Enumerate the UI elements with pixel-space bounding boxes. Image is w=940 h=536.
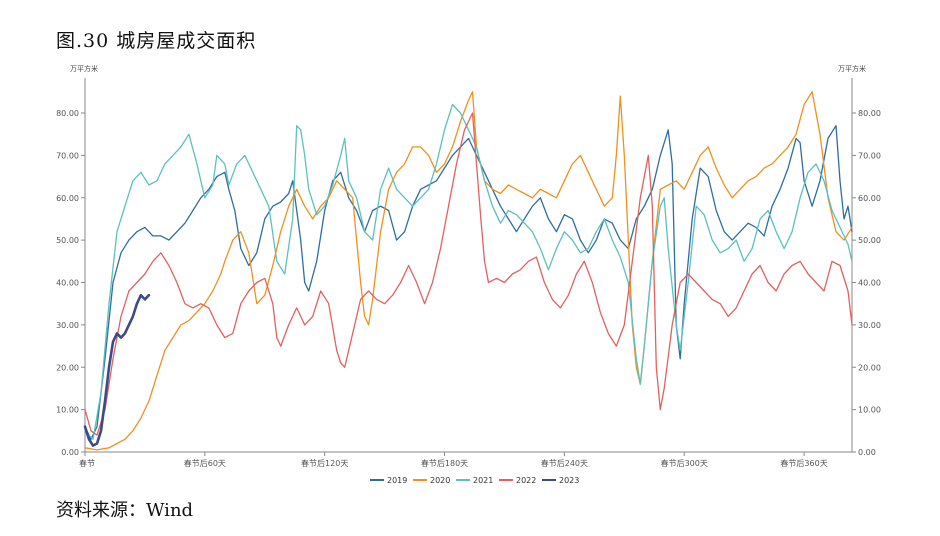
y-tick-label-left: 40.00 [56, 279, 79, 288]
x-tick-label: 春节后120天 [301, 458, 348, 468]
x-tick-label: 春节后360天 [780, 458, 827, 468]
chart-legend: 2019 2020 2021 2022 2023 [370, 476, 579, 485]
legend-label-2020: 2020 [430, 476, 450, 485]
y-tick-label-right: 20.00 [858, 363, 881, 372]
y-tick-label-left: 70.00 [56, 151, 79, 160]
x-tick-label: 春节后300天 [661, 458, 708, 468]
series-line-2023 [83, 293, 151, 447]
y-tick-label-right: 80.00 [858, 109, 881, 118]
y-tick-label-left: 50.00 [56, 236, 79, 245]
y-tick-label-left: 80.00 [56, 109, 79, 118]
series-line-2020 [84, 91, 853, 451]
chart-series [83, 91, 853, 451]
series-line-2022 [84, 112, 853, 436]
y-tick-label-left: 10.00 [56, 406, 79, 415]
y-tick-label-right: 50.00 [858, 236, 881, 245]
figure-source: 资料来源：Wind [56, 500, 194, 521]
y-tick-label-right: 70.00 [858, 151, 881, 160]
x-tick-label: 春节 [79, 458, 95, 468]
y-tick-label-left: 30.00 [56, 321, 79, 330]
figure-title: 图.30 城房屋成交面积 [56, 30, 257, 52]
legend-label-2021: 2021 [473, 476, 493, 485]
chart-axes: 万平方米 万平方米 0.00 0.00 10.00 10.00 20.00 20.00 30.0… [56, 64, 881, 468]
series-line-2019 [84, 125, 853, 440]
x-tick-label: 春节后180天 [421, 458, 468, 468]
y-tick-label-right: 0.00 [858, 448, 876, 457]
y-tick-label-right: 30.00 [858, 321, 881, 330]
right-axis-unit: 万平方米 [838, 64, 866, 73]
legend-label-2019: 2019 [387, 476, 407, 485]
legend-label-2022: 2022 [516, 476, 536, 485]
y-tick-label-left: 0.00 [61, 448, 79, 457]
x-tick-label: 春节后60天 [184, 458, 226, 468]
series-line-2021 [84, 103, 853, 440]
left-axis-unit: 万平方米 [70, 64, 98, 73]
y-tick-label-right: 60.00 [858, 194, 881, 203]
y-tick-label-left: 60.00 [56, 194, 79, 203]
y-tick-label-left: 20.00 [56, 363, 79, 372]
legend-label-2023: 2023 [559, 476, 579, 485]
x-tick-label: 春节后240天 [541, 458, 588, 468]
y-tick-label-right: 10.00 [858, 406, 881, 415]
y-tick-label-right: 40.00 [858, 279, 881, 288]
